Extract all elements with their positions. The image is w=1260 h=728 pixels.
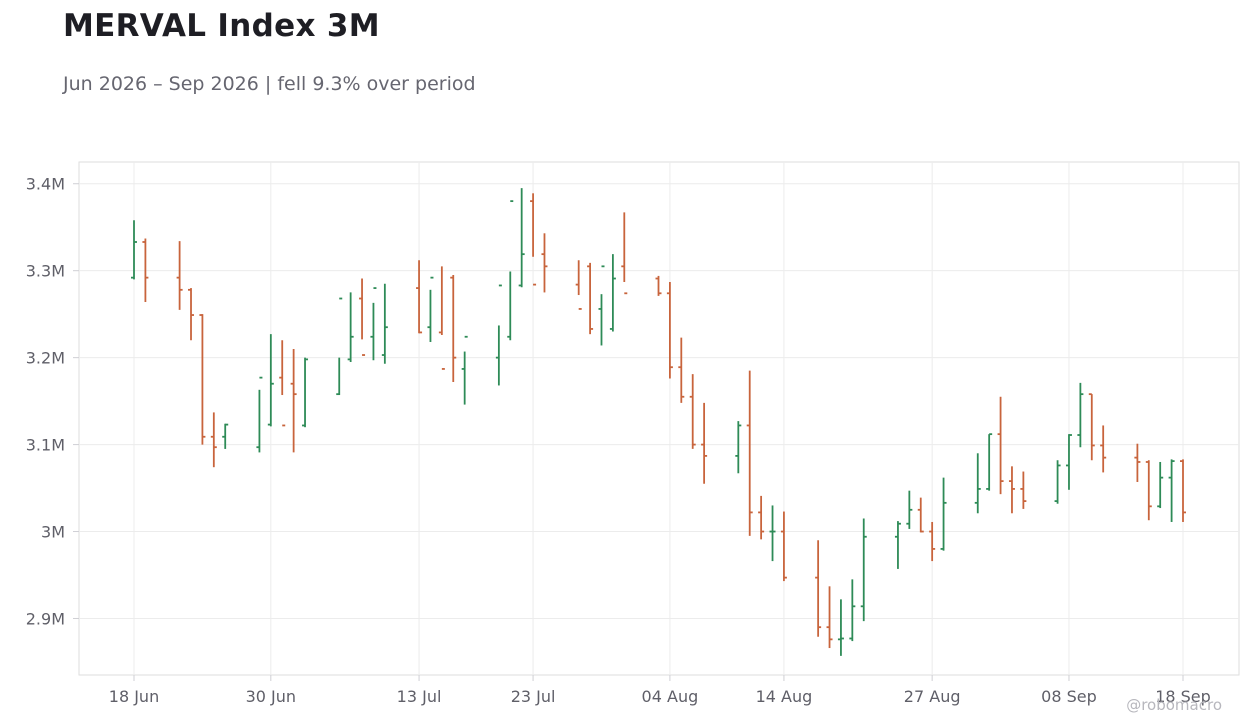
ohlc-bar xyxy=(416,260,423,334)
ohlc-bar xyxy=(758,495,765,540)
ohlc-bar xyxy=(290,348,297,453)
ohlc-bar xyxy=(131,220,137,280)
ohlc-bar xyxy=(279,340,286,427)
plot-frame xyxy=(78,161,1240,676)
ohlc-bar xyxy=(518,188,525,288)
ohlc-bar xyxy=(746,370,753,536)
ohlc-bar xyxy=(849,579,856,642)
chart-title: MERVAL Index 3M xyxy=(63,8,380,44)
ohlc-bar xyxy=(495,284,502,386)
ohlc-bar xyxy=(917,497,924,533)
ohlc-bar xyxy=(381,283,388,364)
ohlc-bar xyxy=(336,297,343,396)
ohlc-bar xyxy=(199,314,206,445)
ohlc-bar xyxy=(1077,382,1084,448)
ohlc-bar xyxy=(929,521,936,562)
ohlc-bar xyxy=(438,266,445,370)
ohlc-bar xyxy=(598,265,605,346)
ohlc-bar xyxy=(359,278,366,356)
ohlc-bar xyxy=(587,262,594,335)
chart-subtitle: Jun 2026 – Sep 2026 | fell 9.3% over per… xyxy=(63,73,476,95)
ohlc-bar xyxy=(142,238,149,302)
ohlc-bar xyxy=(450,275,457,382)
ohlc-bar xyxy=(1020,471,1027,509)
ohlc-bar xyxy=(940,477,947,551)
axis-ticks: 2.9M 3M 3.1M 3.2M 3.3M 3.4M 18 Jun 30 Jun 13 Jul… xyxy=(26,175,1211,706)
ohlc-bar xyxy=(906,490,913,529)
ohlc-bar xyxy=(222,423,229,449)
ohlc-bar xyxy=(997,396,1004,495)
ohlc-bar xyxy=(1008,466,1015,514)
ohlc-bar xyxy=(769,505,776,562)
ohlc-bar xyxy=(1168,459,1175,522)
ohlc-bar xyxy=(780,511,787,582)
x-tick-label: 04 Aug xyxy=(642,687,699,706)
ohlc-bar xyxy=(894,521,901,569)
ohlc-bar xyxy=(826,586,833,649)
x-tick-label: 13 Jul xyxy=(397,687,442,706)
ohlc-bar xyxy=(986,433,993,491)
x-tick-label: 08 Sep xyxy=(1041,687,1097,706)
ohlc-bar xyxy=(678,337,685,403)
ohlc-bar xyxy=(1065,434,1072,490)
ohlc-bar xyxy=(735,421,742,474)
ohlc-bar xyxy=(267,334,274,427)
ohlc-bar xyxy=(1134,443,1141,482)
x-tick-label: 30 Jun xyxy=(246,687,296,706)
ohlc-bars xyxy=(131,188,1186,656)
watermark: @robomacro xyxy=(1126,696,1222,714)
y-tick-label: 3.4M xyxy=(26,175,65,194)
x-tick-label: 14 Aug xyxy=(756,687,813,706)
y-tick-label: 3.1M xyxy=(26,436,65,455)
ohlc-bar xyxy=(347,292,354,362)
ohlc-bar xyxy=(609,254,616,332)
y-tick-label: 3M xyxy=(41,523,65,542)
ohlc-bar xyxy=(621,212,628,295)
ohlc-bar xyxy=(530,193,537,286)
ohlc-bar xyxy=(256,376,263,453)
ohlc-bar xyxy=(302,357,309,428)
ohlc-bar xyxy=(701,402,708,484)
ohlc-bar xyxy=(860,518,867,622)
ohlc-bar xyxy=(461,335,468,405)
ohlc-bar xyxy=(837,599,844,656)
ohlc-bar xyxy=(176,241,183,310)
x-tick-label: 18 Jun xyxy=(109,687,159,706)
ohlc-bar xyxy=(1100,425,1107,473)
ohlc-bar xyxy=(655,275,662,296)
ohlc-bar xyxy=(1088,393,1095,461)
ohlc-bar xyxy=(666,281,673,379)
x-tick-label: 23 Jul xyxy=(511,687,556,706)
ohlc-bar xyxy=(1180,459,1186,522)
y-tick-label: 2.9M xyxy=(26,609,65,628)
ohlc-bar xyxy=(1145,460,1152,521)
ohlc-bar xyxy=(541,233,548,293)
x-tick-label: 18 Sep xyxy=(1155,687,1211,706)
ohlc-bar xyxy=(1157,461,1164,509)
y-tick-label: 3.3M xyxy=(26,262,65,281)
ohlc-bar xyxy=(974,453,981,514)
ohlc-bar xyxy=(507,200,514,341)
ohlc-bar xyxy=(575,260,582,310)
ohlc-bar xyxy=(210,412,217,468)
ohlc-bar xyxy=(689,374,696,449)
x-tick-label: 27 Aug xyxy=(904,687,961,706)
ohlc-bar xyxy=(815,540,822,637)
ohlc-bar xyxy=(427,276,434,342)
y-tick-label: 3.2M xyxy=(26,349,65,368)
ohlc-bar xyxy=(370,287,377,361)
ohlc-bar xyxy=(188,288,195,341)
ohlc-bar xyxy=(1054,460,1061,504)
